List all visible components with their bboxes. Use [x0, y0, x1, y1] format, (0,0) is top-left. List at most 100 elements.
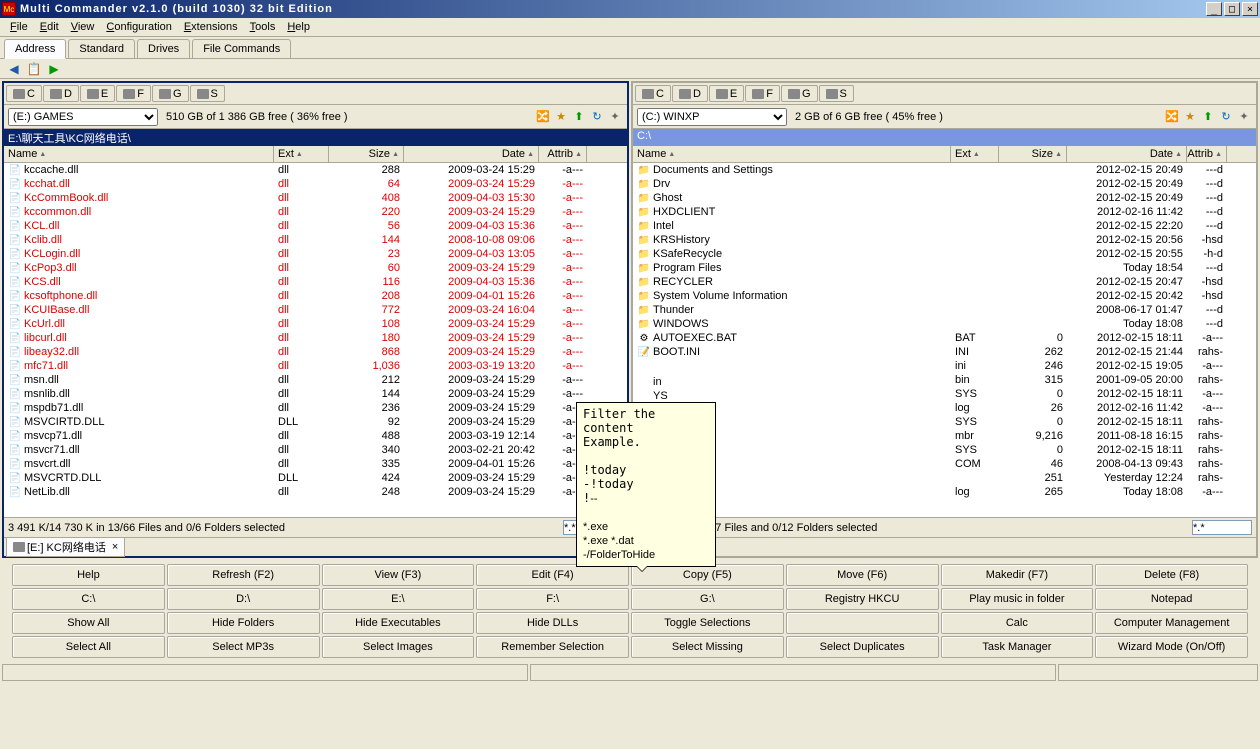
file-row[interactable]: 251 Yesterday 12:24 rahs-	[633, 471, 1256, 485]
cmd-button[interactable]: Refresh (F2)	[167, 564, 320, 586]
col-date[interactable]: Date▲	[404, 146, 539, 162]
col-date[interactable]: Date▲	[1067, 146, 1187, 162]
file-row[interactable]: 📁HXDCLIENT 2012-02-16 11:42 ---d	[633, 205, 1256, 219]
favorite-icon[interactable]: ★	[553, 109, 569, 125]
up-icon[interactable]: ⬆	[571, 109, 587, 125]
file-row[interactable]: 📄kcchat.dll dll 64 2009-03-24 15:29 -a--…	[4, 177, 627, 191]
cmd-button[interactable]: Notepad	[1095, 588, 1248, 610]
toolbar-tab-standard[interactable]: Standard	[68, 39, 135, 58]
file-row[interactable]: 📄KCLogin.dll dll 23 2009-04-03 13:05 -a-…	[4, 247, 627, 261]
drive-d-button[interactable]: D	[672, 85, 708, 102]
file-row[interactable]: 📄msvcrt.dll dll 335 2009-04-01 15:26 -a-…	[4, 457, 627, 471]
file-row[interactable]: log 26 2012-02-16 11:42 -a---	[633, 401, 1256, 415]
toolbar-tab-address[interactable]: Address	[4, 39, 66, 59]
refresh-icon[interactable]: ↻	[1218, 109, 1234, 125]
cmd-button[interactable]: Copy (F5)	[631, 564, 784, 586]
file-row[interactable]: 📁Ghost 2012-02-15 20:49 ---d	[633, 191, 1256, 205]
menu-help[interactable]: Help	[281, 19, 316, 35]
cmd-button[interactable]: Hide DLLs	[476, 612, 629, 634]
col-name[interactable]: Name▲	[633, 146, 951, 162]
copy-icon[interactable]: 📋	[26, 61, 42, 77]
left-drive-select[interactable]: (E:) GAMES	[8, 108, 158, 126]
drive-f-button[interactable]: F	[745, 85, 780, 102]
cmd-button[interactable]: Play music in folder	[941, 588, 1094, 610]
col-attr[interactable]: Attrib▲	[539, 146, 587, 162]
close-tab-icon[interactable]: ×	[112, 541, 118, 553]
right-filter-input[interactable]	[1192, 520, 1252, 535]
file-row[interactable]: 📁RECYCLER 2012-02-15 20:47 -hsd	[633, 275, 1256, 289]
cmd-button[interactable]: Calc	[941, 612, 1094, 634]
file-row[interactable]: 📄KcCommBook.dll dll 408 2009-04-03 15:30…	[4, 191, 627, 205]
file-row[interactable]: 📄NetLib.dll dll 248 2009-03-24 15:29 -a-…	[4, 485, 627, 499]
cmd-button[interactable]: View (F3)	[322, 564, 475, 586]
left-file-list[interactable]: 📄kccache.dll dll 288 2009-03-24 15:29 -a…	[4, 163, 627, 517]
menu-configuration[interactable]: Configuration	[100, 19, 177, 35]
cmd-button[interactable]	[786, 612, 939, 634]
tree-icon[interactable]: 🔀	[535, 109, 551, 125]
favorite-icon[interactable]: ★	[1182, 109, 1198, 125]
cmd-button[interactable]: Select All	[12, 636, 165, 658]
col-ext[interactable]: Ext▲	[274, 146, 329, 162]
file-row[interactable]: 📁Drv 2012-02-15 20:49 ---d	[633, 177, 1256, 191]
menu-file[interactable]: File	[4, 19, 34, 35]
cmd-button[interactable]: Help	[12, 564, 165, 586]
col-name[interactable]: Name▲	[4, 146, 274, 162]
drive-f-button[interactable]: F	[116, 85, 151, 102]
file-row[interactable]: ini 246 2012-02-15 19:05 -a---	[633, 359, 1256, 373]
drive-c-button[interactable]: C	[6, 85, 42, 102]
file-row[interactable]: 📁Intel 2012-02-15 22:20 ---d	[633, 219, 1256, 233]
up-icon[interactable]: ⬆	[1200, 109, 1216, 125]
menu-view[interactable]: View	[65, 19, 101, 35]
cmd-button[interactable]: F:\	[476, 588, 629, 610]
cmd-button[interactable]: Select Duplicates	[786, 636, 939, 658]
tree-icon[interactable]: 🔀	[1164, 109, 1180, 125]
file-row[interactable]: 📁Thunder 2008-06-17 01:47 ---d	[633, 303, 1256, 317]
toolbar-tab-drives[interactable]: Drives	[137, 39, 190, 58]
file-row[interactable]: 📄libcurl.dll dll 180 2009-03-24 15:29 -a…	[4, 331, 627, 345]
file-row[interactable]: in bin 315 2001-09-05 20:00 rahs-	[633, 373, 1256, 387]
drive-g-button[interactable]: G	[152, 85, 189, 102]
cmd-button[interactable]: Edit (F4)	[476, 564, 629, 586]
drive-s-button[interactable]: S	[190, 85, 225, 102]
drive-s-button[interactable]: S	[819, 85, 854, 102]
cmd-button[interactable]: G:\	[631, 588, 784, 610]
file-row[interactable]: 📄msvcp71.dll dll 488 2003-03-19 12:14 -a…	[4, 429, 627, 443]
file-row[interactable]: 📄libeay32.dll dll 868 2009-03-24 15:29 -…	[4, 345, 627, 359]
go-icon[interactable]: ▶	[46, 61, 62, 77]
file-row[interactable]: 📄msvcr71.dll dll 340 2003-02-21 20:42 -a…	[4, 443, 627, 457]
cmd-button[interactable]: Computer Management	[1095, 612, 1248, 634]
cmd-button[interactable]: Remember Selection	[476, 636, 629, 658]
file-row[interactable]: 📁KRSHistory 2012-02-15 20:56 -hsd	[633, 233, 1256, 247]
file-row[interactable]: YS SYS 0 2012-02-15 18:11 -a---	[633, 387, 1256, 401]
file-row[interactable]: 📄MSVCIRTD.DLL DLL 92 2009-03-24 15:29 -a…	[4, 415, 627, 429]
cmd-button[interactable]: D:\	[167, 588, 320, 610]
drive-g-button[interactable]: G	[781, 85, 818, 102]
file-row[interactable]: CT.COM COM 46 2008-04-13 09:43 rahs-	[633, 457, 1256, 471]
cmd-button[interactable]: Delete (F8)	[1095, 564, 1248, 586]
file-row[interactable]: 📄KcPop3.dll dll 60 2009-03-24 15:29 -a--…	[4, 261, 627, 275]
tools-icon[interactable]: ✦	[607, 109, 623, 125]
close-button[interactable]: ×	[1242, 2, 1258, 16]
minimize-button[interactable]: _	[1206, 2, 1222, 16]
file-row[interactable]: 📁Documents and Settings 2012-02-15 20:49…	[633, 163, 1256, 177]
file-row[interactable]: SYS 0 2012-02-15 18:11 rahs-	[633, 415, 1256, 429]
col-ext[interactable]: Ext▲	[951, 146, 999, 162]
right-file-list[interactable]: 📁Documents and Settings 2012-02-15 20:49…	[633, 163, 1256, 517]
drive-c-button[interactable]: C	[635, 85, 671, 102]
drive-d-button[interactable]: D	[43, 85, 79, 102]
menu-extensions[interactable]: Extensions	[178, 19, 244, 35]
file-row[interactable]: 📄kccommon.dll dll 220 2009-03-24 15:29 -…	[4, 205, 627, 219]
cmd-button[interactable]: Hide Executables	[322, 612, 475, 634]
file-row[interactable]: 📁Program Files Today 18:54 ---d	[633, 261, 1256, 275]
file-row[interactable]: 📁WINDOWS Today 18:08 ---d	[633, 317, 1256, 331]
left-tab[interactable]: [E:] KC网络电话×	[6, 537, 125, 557]
menu-edit[interactable]: Edit	[34, 19, 65, 35]
refresh-icon[interactable]: ↻	[589, 109, 605, 125]
cmd-button[interactable]: Show All	[12, 612, 165, 634]
file-row[interactable]: r mbr 9,216 2011-08-18 16:15 rahs-	[633, 429, 1256, 443]
cmd-button[interactable]: C:\	[12, 588, 165, 610]
file-row[interactable]: 📄kcsoftphone.dll dll 208 2009-04-01 15:2…	[4, 289, 627, 303]
right-drive-select[interactable]: (C:) WINXP	[637, 108, 787, 126]
file-row[interactable]: 📄KCS.dll dll 116 2009-04-03 15:36 -a---	[4, 275, 627, 289]
cmd-button[interactable]: Hide Folders	[167, 612, 320, 634]
